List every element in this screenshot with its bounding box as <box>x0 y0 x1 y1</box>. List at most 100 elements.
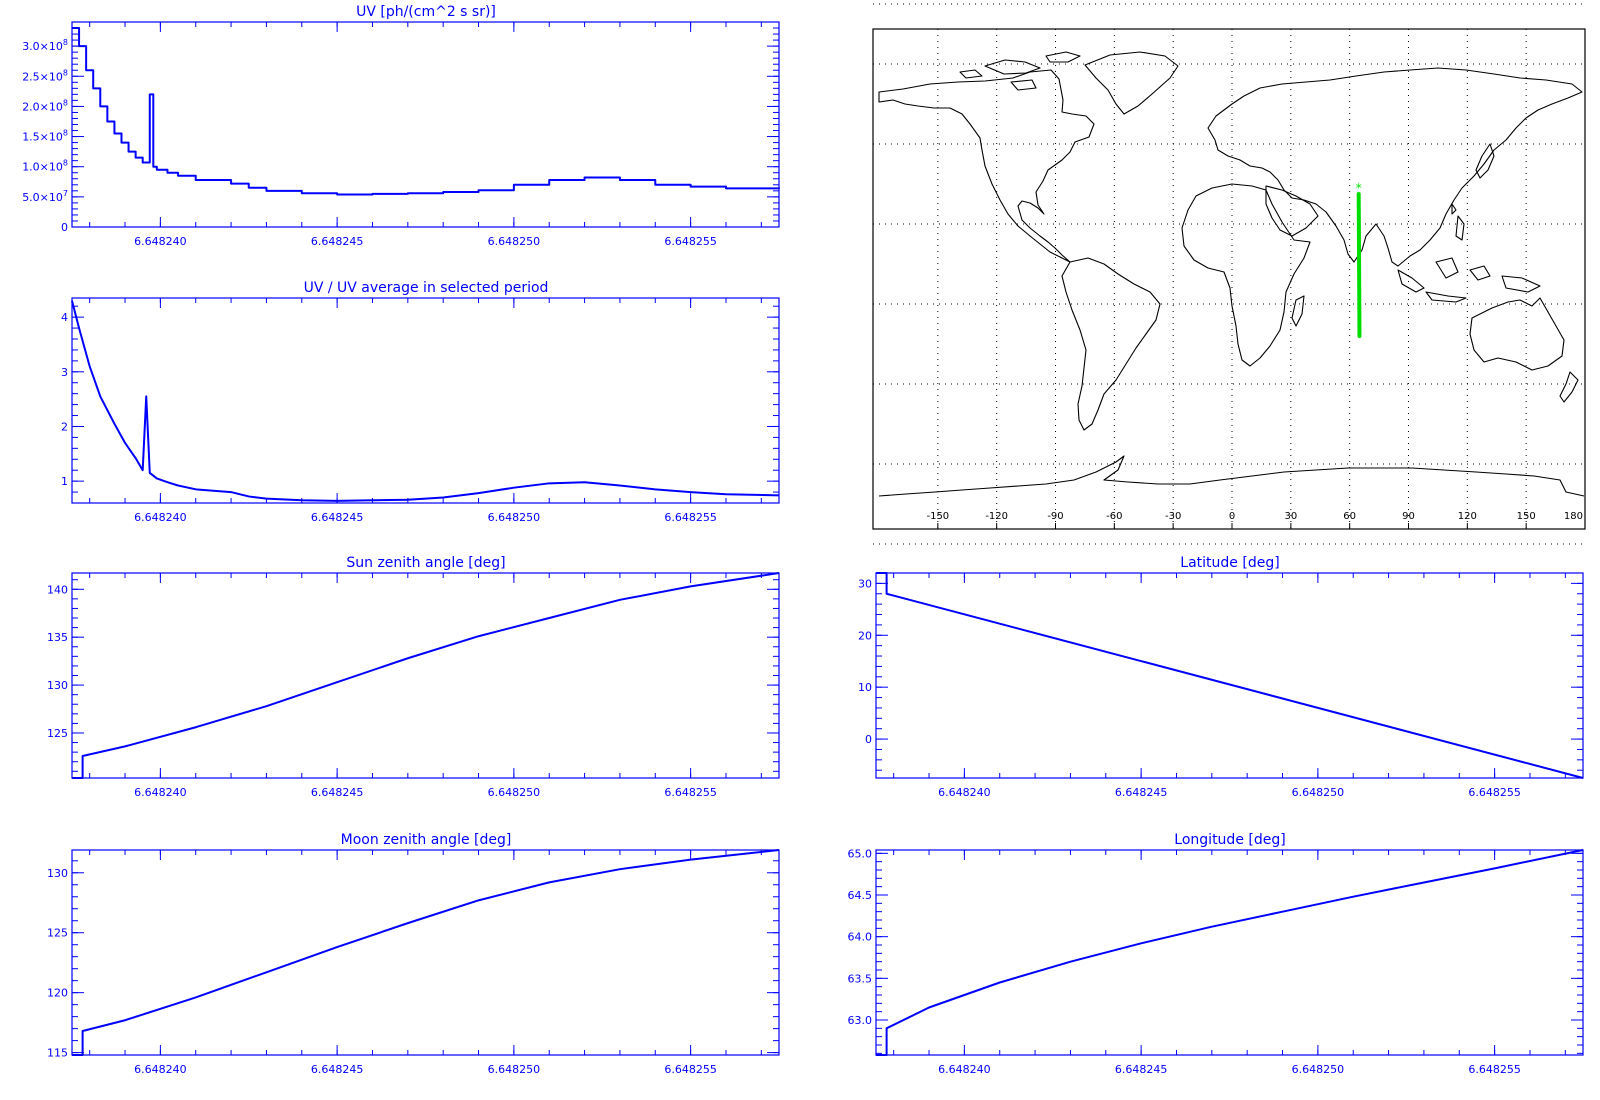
uv-x-tick-label: 6.648245 <box>311 235 364 248</box>
uv-y-tick-label: 2.0×108 <box>22 98 68 113</box>
moon-zenith-panel-title: Moon zenith angle [deg] <box>341 832 512 848</box>
lon-x-tick-label: 6.648245 <box>1115 1063 1168 1076</box>
uvratio-y-tick-label: 4 <box>61 311 68 324</box>
mza-x-tick-label: 6.648240 <box>134 1063 187 1076</box>
uv-y-tick-mantissa: 2.0×10 <box>22 100 63 113</box>
lat-series-line <box>876 572 1584 779</box>
uv-y-tick-label: 3.0×108 <box>22 38 68 53</box>
uv-x-tick-label: 6.648250 <box>488 235 541 248</box>
map-lon-tick-label: -60 <box>1106 511 1122 522</box>
uvratio-y-tick-label: 1 <box>61 475 68 488</box>
uv-panel: UV [ph/(cm^2 s sr)] 6.648240 6.648245 6.64… <box>22 4 780 248</box>
uv-y-tick-mantissa: 2.5×10 <box>22 70 63 83</box>
mza-plot-frame <box>71 849 780 1056</box>
lat-y-tick-label: 20 <box>858 629 872 642</box>
uv-y-tick-mantissa: 0 <box>61 221 68 234</box>
lat-x-tick-label: 6.648250 <box>1292 786 1345 799</box>
map-lon-tick-label: 150 <box>1517 511 1536 522</box>
uv-y-tick-mantissa: 5.0×10 <box>22 191 63 204</box>
uv-y-tick-mantissa: 3.0×10 <box>22 40 63 53</box>
uv-plot-frame <box>71 21 780 228</box>
coastline-greenland <box>1084 51 1179 115</box>
sza-plot-frame <box>71 572 780 779</box>
longitude-panel-title: Longitude [deg] <box>1174 832 1285 848</box>
uvratio-y-tick-label: 3 <box>61 366 68 379</box>
uv-panel-title: UV [ph/(cm^2 s sr)] <box>356 4 496 20</box>
uv-series-line <box>72 27 780 196</box>
lat-y-tick-label: 0 <box>865 733 872 746</box>
map-lon-tick-label: 180 <box>1564 511 1583 522</box>
sza-x-tick-label: 6.648255 <box>664 786 717 799</box>
coastline-south-america <box>1061 257 1161 431</box>
uv-y-tick-label: 5.0×107 <box>22 189 68 204</box>
coastline-africa <box>1181 183 1311 367</box>
uvratio-plot-frame <box>71 297 780 504</box>
uv-y-tick-exponent: 8 <box>63 159 68 168</box>
uv-y-tick-label: 1.5×108 <box>22 129 68 144</box>
lon-plot-frame <box>875 849 1584 1056</box>
lat-x-tick-label: 6.648245 <box>1115 786 1168 799</box>
uvratio-y-tick-label: 2 <box>61 420 68 433</box>
uvratio-series-line <box>71 300 780 502</box>
uv-y-tick-label: 2.5×108 <box>22 68 68 83</box>
uvratio-x-tick-label: 6.648245 <box>311 511 364 524</box>
sza-y-tick-label: 125 <box>47 727 68 740</box>
sza-x-tick-label: 6.648240 <box>134 786 187 799</box>
map-lon-tick-label: 90 <box>1402 511 1415 522</box>
uv-ratio-panel-title: UV / UV average in selected period <box>304 280 549 296</box>
coastline-indonesia <box>1397 257 1541 303</box>
uv-y-tick-mantissa: 1.0×10 <box>22 161 63 174</box>
lon-y-tick-label: 63.0 <box>848 1014 873 1027</box>
sza-y-tick-label: 130 <box>47 679 68 692</box>
mza-y-tick-label: 125 <box>47 927 68 940</box>
mza-y-tick-label: 115 <box>47 1047 68 1060</box>
uv-x-tick-label: 6.648255 <box>664 235 717 248</box>
sza-x-tick-label: 6.648245 <box>311 786 364 799</box>
latitude-panel: Latitude [deg] 6.648240 6.648245 6.648250 6… <box>858 555 1584 799</box>
world-map-panel: * -150 -120 -90 -60 -30 0 30 60 90 120 150 180 <box>872 3 1586 545</box>
uv-y-tick-exponent: 8 <box>63 38 68 47</box>
map-frame <box>872 28 1586 530</box>
latitude-panel-title: Latitude [deg] <box>1180 555 1279 571</box>
mza-x-tick-label: 6.648250 <box>488 1063 541 1076</box>
coastline-philippines <box>1451 203 1465 241</box>
map-lon-tick-label: 0 <box>1229 511 1235 522</box>
map-lon-tick-label: -90 <box>1047 511 1063 522</box>
uvratio-x-tick-label: 6.648250 <box>488 511 541 524</box>
uv-y-tick-exponent: 8 <box>63 129 68 138</box>
moon-zenith-panel: Moon zenith angle [deg] 6.648240 6.648245… <box>47 832 780 1076</box>
uv-ratio-panel: UV / UV average in selected period 6.648… <box>61 280 780 524</box>
sza-x-tick-label: 6.648250 <box>488 786 541 799</box>
sza-y-tick-label: 135 <box>47 631 68 644</box>
uv-x-tick-label: 6.648240 <box>134 235 187 248</box>
lat-plot-frame <box>875 572 1584 779</box>
coastline-madagascar <box>1291 295 1305 327</box>
mza-x-tick-label: 6.648245 <box>311 1063 364 1076</box>
uv-y-tick-exponent: 8 <box>63 68 68 77</box>
coastline-arctic-islands <box>959 51 1081 91</box>
lat-y-tick-label: 10 <box>858 681 872 694</box>
lon-y-tick-label: 64.0 <box>848 931 873 944</box>
map-longitude-ticks: -150 -120 -90 -60 -30 0 30 60 90 120 150 180 <box>926 511 1586 529</box>
orbit-track <box>1356 192 1362 338</box>
longitude-panel: Longitude [deg] 6.648240 6.648245 6.648250… <box>848 832 1584 1076</box>
lon-y-tick-label: 65.0 <box>848 847 873 860</box>
lat-x-tick-label: 6.648255 <box>1468 786 1521 799</box>
lat-y-tick-label: 30 <box>858 577 872 590</box>
coastline-arabia <box>1265 185 1319 237</box>
map-lon-tick-label: 120 <box>1458 511 1477 522</box>
coastline-eurasia <box>1207 67 1583 267</box>
uv-y-tick-label: 0 <box>61 221 68 234</box>
map-lon-tick-label: -30 <box>1165 511 1181 522</box>
lon-x-tick-label: 6.648240 <box>938 1063 991 1076</box>
coastline-north-america <box>878 69 1095 263</box>
lon-y-tick-label: 64.5 <box>848 889 873 902</box>
coastline-australia <box>1469 297 1565 371</box>
map-lon-tick-label: -120 <box>985 511 1008 522</box>
coastlines <box>878 51 1585 497</box>
lon-x-tick-label: 6.648255 <box>1468 1063 1521 1076</box>
uv-y-tick-exponent: 7 <box>63 189 68 198</box>
sun-zenith-panel: Sun zenith angle [deg] 6.648240 6.648245 6… <box>47 555 780 799</box>
map-lon-tick-label: -150 <box>926 511 949 522</box>
uvratio-x-tick-label: 6.648255 <box>664 511 717 524</box>
